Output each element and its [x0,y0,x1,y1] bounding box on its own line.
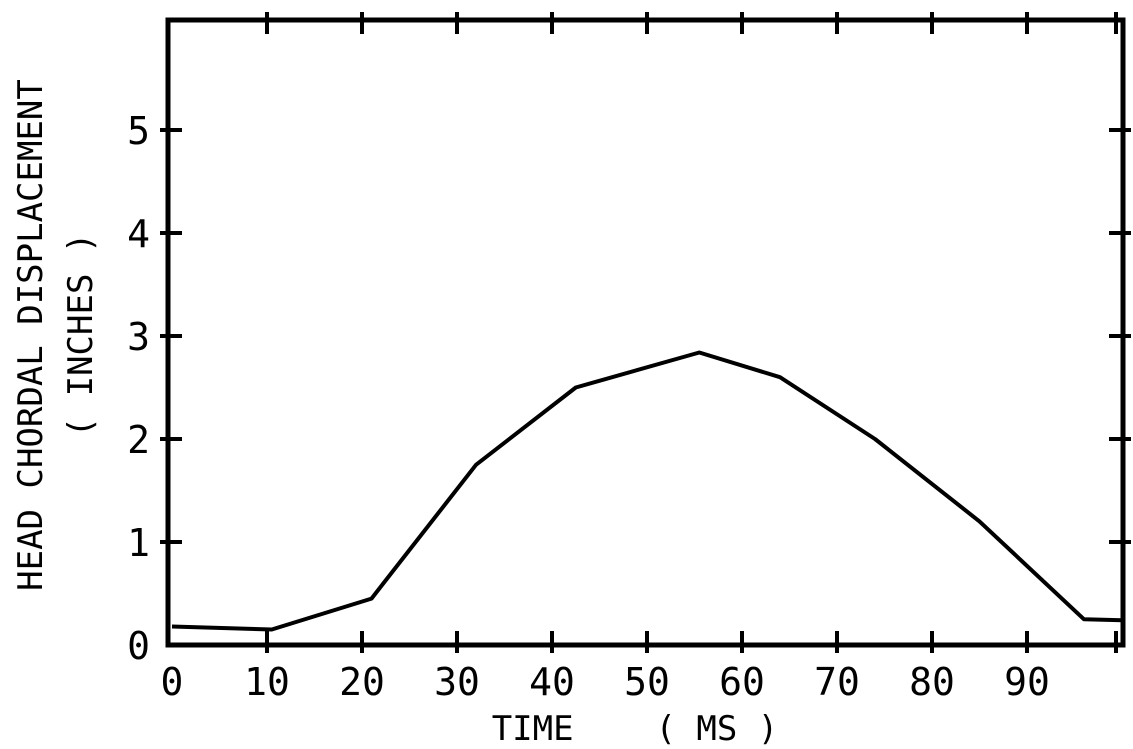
y-tick-label: 0 [127,624,150,668]
x-tick-label: 40 [529,660,575,704]
x-tick-label: 10 [244,660,290,704]
plot-frame [165,17,1126,648]
y-axis-units-label: ( INCHES ) [61,233,101,438]
x-tick-label: 0 [161,660,184,704]
x-tick-label: 80 [909,660,955,704]
x-tick-label: 60 [719,660,765,704]
y-tick-label: 1 [127,521,150,565]
axis-ticks [160,12,1131,653]
y-axis-label: HEAD CHORDAL DISPLACEMENT [11,79,51,591]
tick-labels: 0 10 20 30 40 50 60 70 80 90 0 1 2 3 4 5 [127,109,1050,704]
y-tick-label: 2 [127,418,150,462]
y-tick-label: 3 [127,315,150,359]
y-tick-label: 4 [127,212,150,256]
x-tick-label: 30 [434,660,480,704]
x-tick-label: 70 [814,660,860,704]
x-tick-label: 90 [1004,660,1050,704]
y-tick-label: 5 [127,109,150,153]
series-line [171,350,1123,632]
x-tick-label: 50 [624,660,670,704]
x-tick-label: 20 [339,660,385,704]
x-axis-label: TIME ( MS ) [492,709,779,749]
